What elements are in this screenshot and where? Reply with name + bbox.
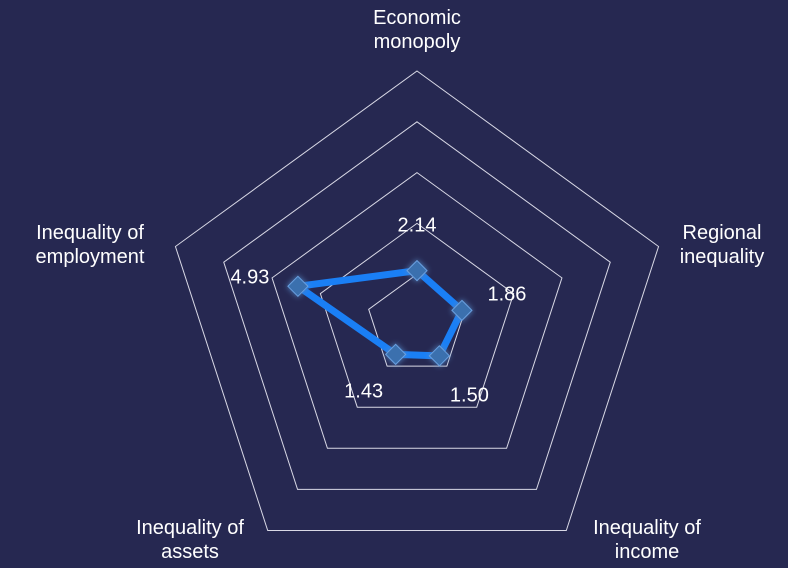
marker — [451, 299, 473, 322]
data-label: 1.86 — [487, 283, 527, 306]
data-label: 1.43 — [344, 380, 384, 403]
data-label: 2.14 — [397, 214, 437, 237]
marker — [406, 259, 428, 282]
marker — [428, 345, 451, 367]
axis-label: Inequality of assets — [136, 517, 244, 563]
grid-ring — [271, 171, 563, 449]
grid-ring — [223, 121, 611, 490]
grid-ring — [319, 222, 515, 408]
axis-label: Inequality of employment — [35, 222, 145, 268]
marker — [384, 343, 407, 366]
data-label: 4.93 — [230, 266, 270, 289]
grid-ring — [174, 70, 660, 531]
marker — [287, 275, 309, 298]
data-label: 1.50 — [449, 384, 489, 407]
axis-label: Inequality of income — [593, 517, 701, 563]
series-line — [294, 267, 466, 360]
axis-label: Economic monopoly — [373, 7, 461, 53]
axis-label: Regional inequality — [679, 222, 765, 268]
